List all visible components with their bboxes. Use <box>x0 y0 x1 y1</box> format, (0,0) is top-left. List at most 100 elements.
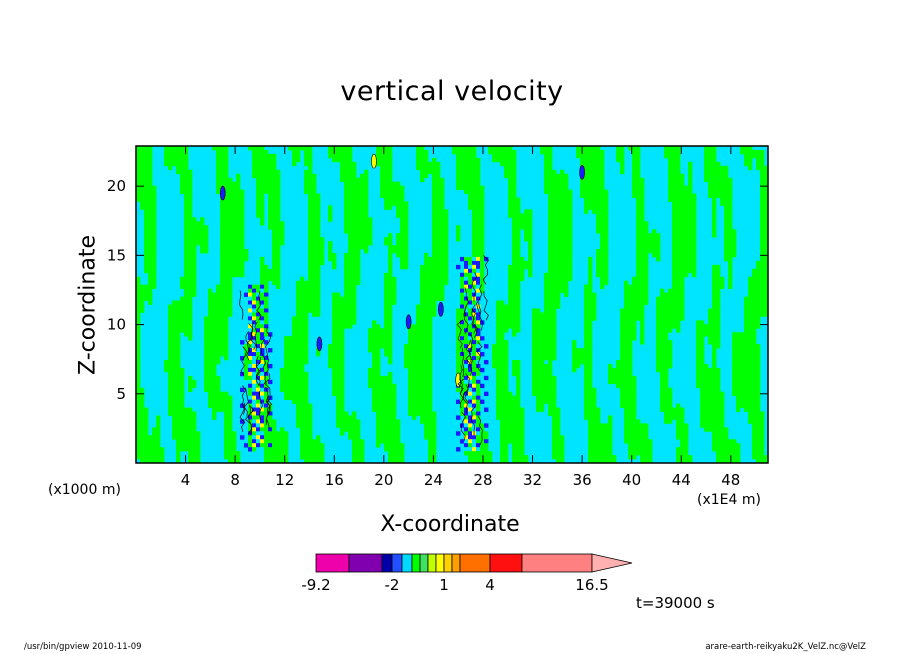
field-cell-run <box>724 256 733 262</box>
field-cell-run <box>464 427 469 432</box>
field-cell-run <box>384 241 393 246</box>
field-cell-run <box>640 459 653 463</box>
field-cell-run <box>248 407 253 412</box>
field-cell-run <box>256 383 261 389</box>
isolated-cell <box>371 153 377 169</box>
field-cell-run <box>580 193 609 198</box>
field-cell-run <box>424 431 437 436</box>
field-cell-run <box>476 308 481 313</box>
field-cell-run <box>208 288 213 294</box>
field-cell-run <box>432 237 449 242</box>
field-cell-run <box>352 451 365 456</box>
field-cell-run <box>292 316 309 321</box>
field-cell-run <box>636 245 661 250</box>
contour-line <box>265 386 271 417</box>
field-cell-run <box>248 308 253 313</box>
field-cell-run <box>468 423 473 428</box>
field-cell-run <box>632 165 641 171</box>
field-cell-run <box>384 276 397 282</box>
field-cell-run <box>368 344 393 349</box>
field-cell-run <box>760 197 768 202</box>
field-cell-run <box>660 407 685 412</box>
field-cell-run <box>332 296 357 301</box>
field-cell-run <box>272 237 285 242</box>
field-cell-run <box>464 280 469 286</box>
field-cell-run <box>264 423 277 428</box>
field-cell-run <box>248 371 253 377</box>
field-cell-run <box>472 264 477 270</box>
field-cell-run <box>508 213 533 218</box>
field-cell-run <box>204 344 229 349</box>
field-cell-run <box>624 427 649 432</box>
field-cell-run <box>460 256 465 262</box>
field-cell-run <box>256 288 261 294</box>
field-cell-run <box>408 383 433 389</box>
field-cell-run <box>256 193 265 198</box>
field-cell-run <box>508 201 521 206</box>
field-cell-run <box>176 459 181 463</box>
field-cell-run <box>256 352 261 357</box>
field-cell-run <box>480 284 485 290</box>
field-cell-run <box>476 264 481 270</box>
field-cell-run <box>416 149 429 155</box>
field-cell-run <box>460 280 465 286</box>
field-cell-run <box>252 328 257 333</box>
field-cell-run <box>476 399 481 404</box>
field-cell-run <box>408 379 433 385</box>
field-cell-run <box>472 395 477 400</box>
field-cell-run <box>588 276 593 282</box>
x-tick-label: 24 <box>424 471 443 489</box>
field-cell-run <box>336 399 345 404</box>
field-cell-run <box>264 395 269 400</box>
field-cell-run <box>584 201 609 206</box>
field-cell-run <box>340 177 369 183</box>
field-cell-run <box>736 407 741 412</box>
field-cell-run <box>512 252 521 258</box>
field-cell-run <box>144 260 157 266</box>
field-cell-run <box>512 260 533 266</box>
field-cell-run <box>136 336 141 341</box>
field-cell-run <box>496 300 505 305</box>
field-cell-run <box>256 185 281 190</box>
field-cell-run <box>532 352 557 357</box>
field-cell-run <box>220 205 245 210</box>
field-cell-run <box>584 407 601 412</box>
field-cell-run <box>396 209 409 214</box>
field-cell-run <box>544 304 561 309</box>
field-cell-run <box>708 336 721 341</box>
field-cell-run <box>260 399 265 404</box>
field-cell-run <box>308 264 321 270</box>
field-cell-run <box>760 173 768 179</box>
field-cell-run <box>456 177 481 183</box>
field-cell-run <box>272 249 281 254</box>
field-cell-run <box>456 229 461 234</box>
field-cell-run <box>340 173 357 179</box>
field-cell-run <box>476 336 481 341</box>
field-cell-run <box>472 241 485 246</box>
contour-line <box>476 341 483 372</box>
field-cell-run <box>660 387 673 393</box>
field-cell-run <box>760 185 768 190</box>
field-cell-run <box>548 233 573 238</box>
field-cell-run <box>208 304 233 309</box>
field-cell-run <box>672 249 697 254</box>
field-cell-run <box>464 288 473 294</box>
field-cell-run <box>624 411 637 416</box>
field-cell-run <box>220 197 245 202</box>
field-cell-run <box>696 375 721 381</box>
field-cell-run <box>292 320 309 325</box>
field-cell-run <box>676 447 689 452</box>
field-cell-run <box>760 245 768 250</box>
field-cell-run <box>292 399 309 404</box>
field-cell-run <box>572 356 593 361</box>
field-cell-run <box>248 447 253 452</box>
field-cell-run <box>676 431 689 436</box>
field-cell-run <box>584 375 593 381</box>
field-cell-run <box>172 427 197 432</box>
field-cell-run <box>428 439 437 444</box>
field-cell-run <box>728 264 733 270</box>
field-cell-run <box>472 363 477 369</box>
field-cell-run <box>368 383 397 389</box>
field-cell-run <box>620 332 637 337</box>
field-cell-run <box>500 161 517 167</box>
